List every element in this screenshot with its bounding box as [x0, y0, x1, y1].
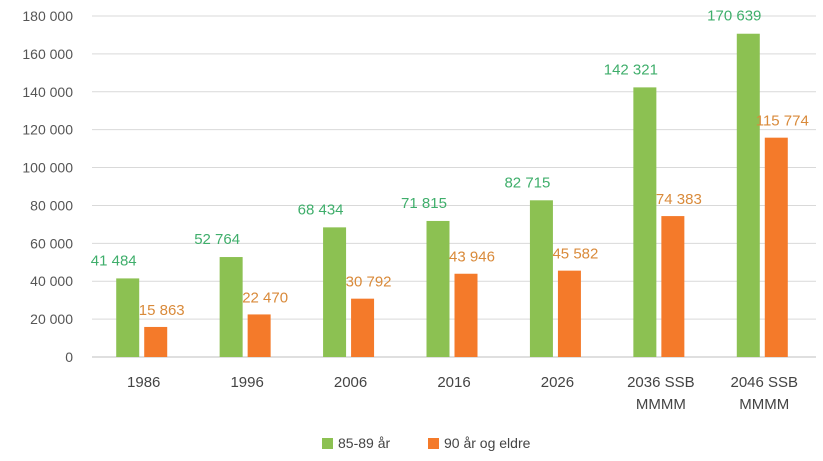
x-tick-label: 1986 — [127, 374, 160, 391]
legend-swatch — [428, 438, 439, 449]
y-tick-label: 140 000 — [22, 84, 73, 100]
y-tick-label: 0 — [65, 349, 73, 365]
data-label: 115 774 — [756, 113, 809, 130]
bar-series2 — [557, 270, 581, 357]
data-label: 15 863 — [139, 302, 185, 319]
x-tick-label: 2046 SSB — [731, 374, 799, 391]
data-label: 74 383 — [656, 191, 702, 208]
bar-series2 — [144, 326, 168, 357]
bar-series1 — [529, 200, 553, 357]
bar-series2 — [454, 273, 478, 357]
y-tick-label: 160 000 — [22, 46, 73, 62]
x-tick-label: 2026 — [541, 374, 574, 391]
bar-series1 — [219, 257, 243, 357]
legend: 85-89 år 90 år og eldre — [322, 435, 531, 451]
x-tick-label: 1996 — [230, 374, 263, 391]
x-axis: 1986 1996 2006 2016 2026 2036 SSB MMMM 2046 SSB… — [127, 374, 798, 413]
gridlines — [92, 15, 816, 358]
y-tick-label: 120 000 — [22, 122, 73, 138]
data-label: 82 715 — [504, 174, 550, 191]
bar-series2 — [661, 216, 685, 357]
legend-label: 90 år og eldre — [444, 435, 531, 451]
data-label: 43 946 — [449, 249, 495, 266]
y-tick-label: 180 000 — [22, 8, 73, 24]
legend-swatch — [322, 438, 333, 449]
bar-series1 — [116, 278, 140, 357]
x-tick-label: 2036 SSB — [627, 374, 695, 391]
bar-series2 — [351, 298, 375, 357]
y-tick-label: 100 000 — [22, 160, 73, 176]
x-tick-label: MMMM — [739, 396, 789, 413]
data-label: 22 470 — [242, 289, 288, 306]
data-label: 142 321 — [604, 61, 658, 78]
bar-series1 — [633, 87, 657, 358]
bar-series1 — [736, 33, 760, 358]
x-tick-label: MMMM — [636, 396, 686, 413]
bar-series2 — [764, 137, 788, 357]
data-label: 68 434 — [298, 201, 344, 218]
data-label: 170 639 — [707, 8, 761, 25]
data-label: 52 764 — [194, 231, 240, 248]
y-axis: 0 20 000 40 000 60 000 80 000 100 000 120 000 1… — [22, 8, 73, 365]
x-tick-label: 2006 — [334, 374, 367, 391]
y-tick-label: 20 000 — [30, 311, 73, 327]
y-tick-label: 40 000 — [30, 273, 73, 289]
bar-series1 — [426, 220, 450, 357]
data-label: 30 792 — [346, 274, 392, 291]
data-label: 41 484 — [91, 252, 137, 269]
legend-label: 85-89 år — [338, 435, 390, 451]
data-label: 71 815 — [401, 195, 447, 212]
y-tick-label: 80 000 — [30, 197, 73, 213]
bar-series2 — [247, 314, 271, 357]
data-labels: 41 484 15 863 52 764 22 470 68 434 30 792 71 8… — [91, 8, 809, 319]
y-tick-label: 60 000 — [30, 235, 73, 251]
data-label: 45 582 — [552, 246, 598, 263]
bars — [116, 33, 788, 358]
bar-series1 — [323, 227, 347, 357]
x-tick-label: 2016 — [437, 374, 470, 391]
